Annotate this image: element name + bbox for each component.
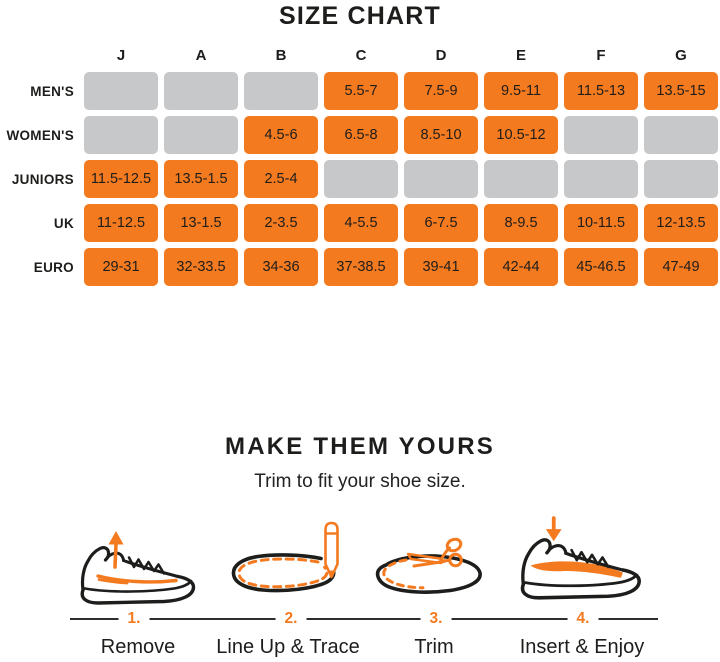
row-label-uk: UK xyxy=(53,215,74,231)
step-1-label: Remove xyxy=(100,636,176,658)
size-cell xyxy=(324,160,398,198)
size-cell: 11.5-12.5 xyxy=(84,160,158,198)
size-cell: 13.5-1.5 xyxy=(164,160,238,198)
column-header-g: G xyxy=(675,47,687,64)
sneaker-arrow-up-icon xyxy=(80,531,196,605)
column-header-c: C xyxy=(355,47,367,64)
step-4-number: 4. xyxy=(567,610,599,627)
size-cell: 2.5-4 xyxy=(244,160,318,198)
size-cell xyxy=(244,72,318,110)
size-cell: 8-9.5 xyxy=(484,204,558,242)
size-cell: 4.5-6 xyxy=(244,116,318,154)
steps-divider-line xyxy=(70,618,658,620)
size-cell: 5.5-7 xyxy=(324,72,398,110)
instructions-subtitle: Trim to fit your shoe size. xyxy=(254,471,466,492)
page-title: SIZE CHART xyxy=(279,2,441,30)
step-4-label: Insert & Enjoy xyxy=(519,636,645,658)
sneaker-arrow-down-icon xyxy=(520,516,641,600)
row-label-womens: WOMEN'S xyxy=(6,127,74,143)
size-cell xyxy=(164,116,238,154)
column-header-a: A xyxy=(195,47,207,64)
size-cell: 47-49 xyxy=(644,248,718,286)
size-cell: 29-31 xyxy=(84,248,158,286)
column-header-e: E xyxy=(515,47,526,64)
size-cell: 32-33.5 xyxy=(164,248,238,286)
size-cell xyxy=(644,160,718,198)
size-cell xyxy=(404,160,478,198)
size-cell: 10.5-12 xyxy=(484,116,558,154)
size-cell: 10-11.5 xyxy=(564,204,638,242)
column-header-b: B xyxy=(275,47,287,64)
column-header-j: J xyxy=(116,47,126,64)
size-cell: 13-1.5 xyxy=(164,204,238,242)
size-cell: 37-38.5 xyxy=(324,248,398,286)
size-cell: 45-46.5 xyxy=(564,248,638,286)
size-cell: 12-13.5 xyxy=(644,204,718,242)
step-2-label: Line Up & Trace xyxy=(216,636,360,658)
row-label-euro: EURO xyxy=(33,259,74,275)
step-1-number: 1. xyxy=(118,610,150,627)
column-header-f: F xyxy=(596,47,606,64)
size-cell xyxy=(164,72,238,110)
size-cell: 11-12.5 xyxy=(84,204,158,242)
size-cell xyxy=(564,160,638,198)
size-cell xyxy=(644,116,718,154)
size-cell xyxy=(564,116,638,154)
size-cell: 6-7.5 xyxy=(404,204,478,242)
step-3-number: 3. xyxy=(420,610,452,627)
row-label-juniors: JUNIORS xyxy=(11,171,74,187)
row-label-mens: MEN'S xyxy=(30,83,74,99)
size-cell: 2-3.5 xyxy=(244,204,318,242)
size-cell: 4-5.5 xyxy=(324,204,398,242)
table-corner xyxy=(0,42,78,66)
step-2-number: 2. xyxy=(275,610,307,627)
size-chart-table: J A B C D E F G MEN'S 5.5-7 7.5-9 9.5-11… xyxy=(0,42,718,286)
size-cell: 13.5-15 xyxy=(644,72,718,110)
size-cell: 34-36 xyxy=(244,248,318,286)
column-header-d: D xyxy=(435,47,447,64)
size-cell xyxy=(484,160,558,198)
size-cell: 7.5-9 xyxy=(404,72,478,110)
step-3-label: Trim xyxy=(414,636,454,658)
insole-scissors-icon xyxy=(375,537,482,594)
size-cell xyxy=(84,72,158,110)
size-cell: 11.5-13 xyxy=(564,72,638,110)
size-cell xyxy=(84,116,158,154)
size-cell: 42-44 xyxy=(484,248,558,286)
size-cell: 39-41 xyxy=(404,248,478,286)
size-cell: 8.5-10 xyxy=(404,116,478,154)
size-cell: 9.5-11 xyxy=(484,72,558,110)
size-cell: 6.5-8 xyxy=(324,116,398,154)
instructions-title: MAKE THEM YOURS xyxy=(225,433,495,460)
insole-pencil-icon xyxy=(231,521,339,593)
